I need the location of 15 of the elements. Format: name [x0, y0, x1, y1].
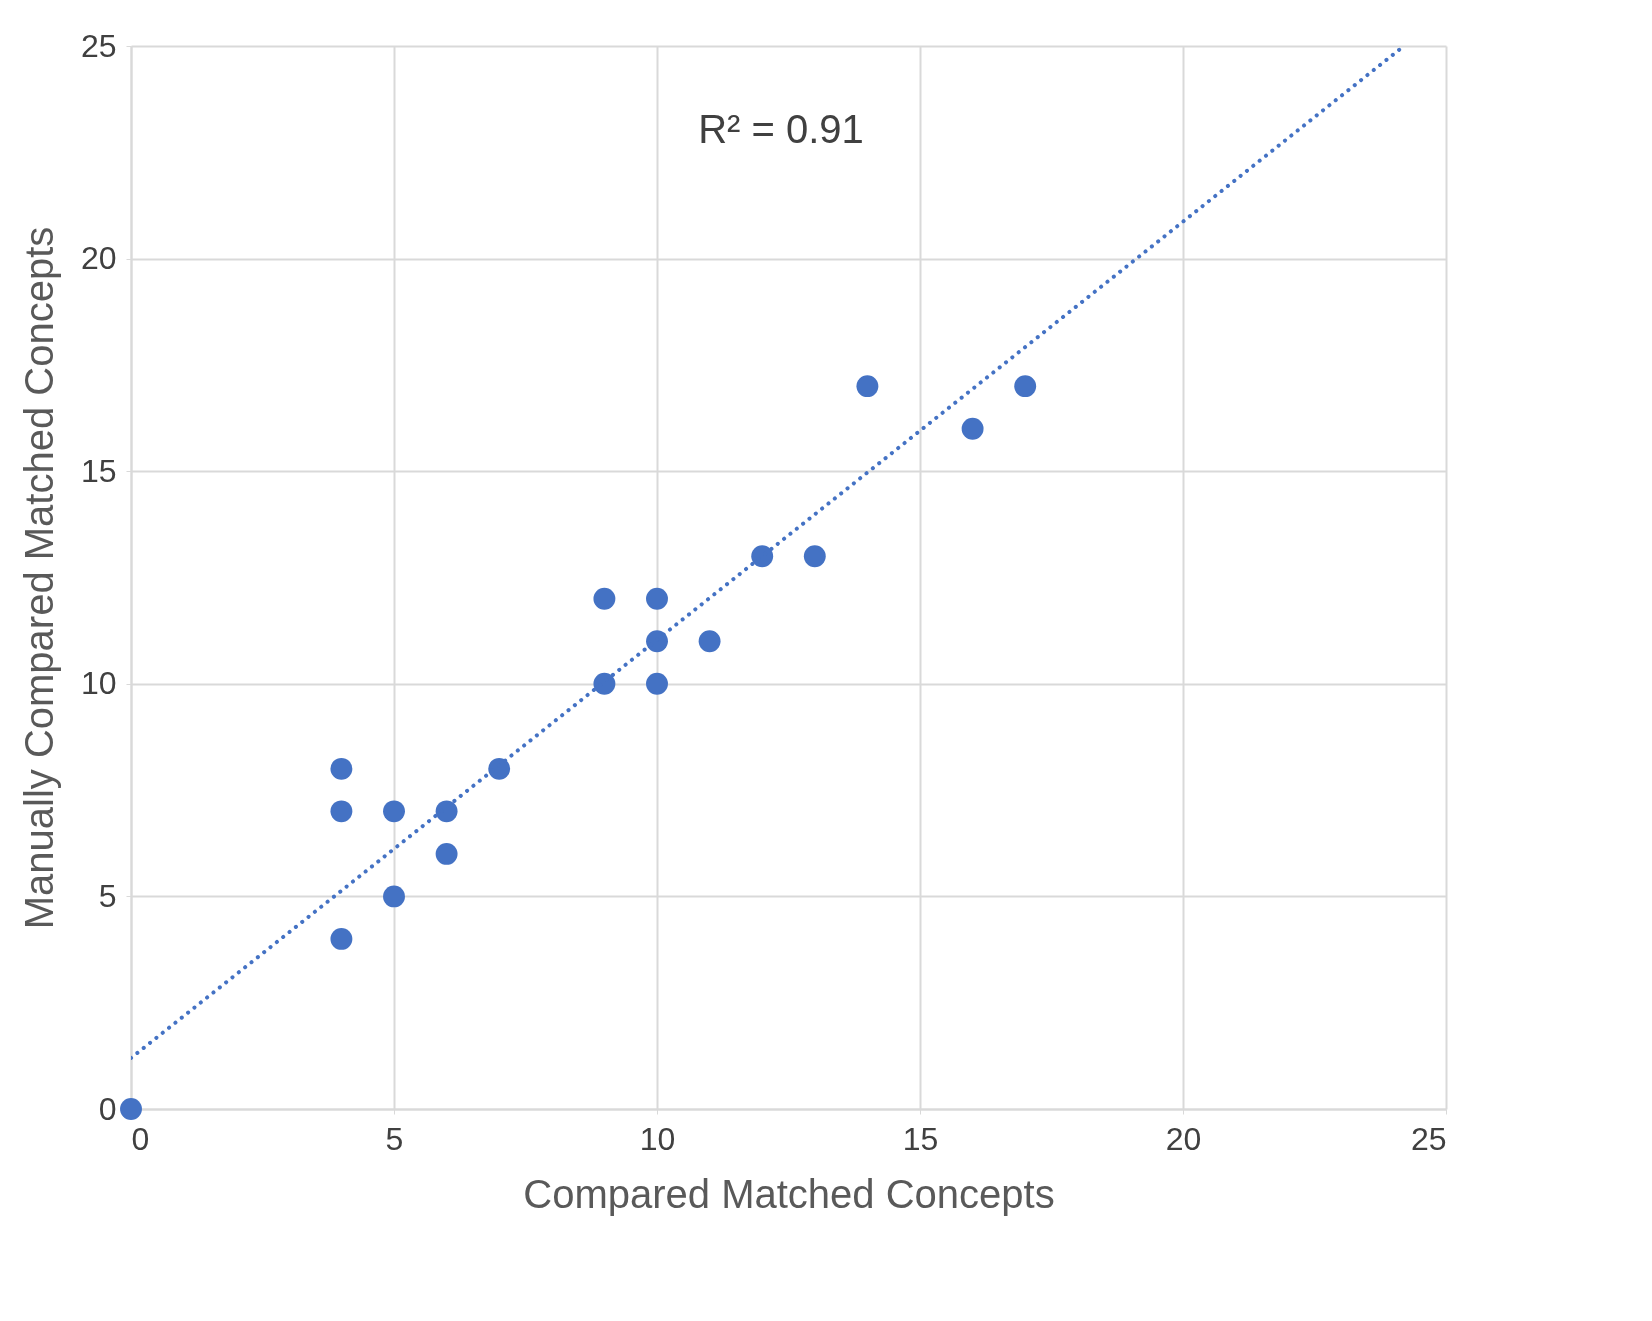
y-tick-label: 0	[98, 1090, 117, 1127]
x-axis-title: Compared Matched Concepts	[523, 1171, 1055, 1216]
annotation: R² = 0.91	[698, 107, 864, 151]
x-tick-label: 0	[131, 1120, 150, 1157]
y-tick-label: 5	[98, 877, 117, 914]
y-tick-label: 20	[80, 240, 117, 277]
y-tick-label: 25	[80, 27, 117, 64]
y-tick-label: 15	[80, 452, 117, 489]
x-tick-label: 20	[1165, 1120, 1202, 1157]
x-tick-label: 15	[902, 1120, 939, 1157]
x-tick-label: 10	[639, 1120, 676, 1157]
x-tick-label: 5	[385, 1120, 404, 1157]
y-tick-label: 10	[80, 665, 117, 702]
y-axis-title: Manually Compared Matched Concepts	[16, 226, 61, 930]
x-tick-label: 25	[1410, 1120, 1447, 1157]
